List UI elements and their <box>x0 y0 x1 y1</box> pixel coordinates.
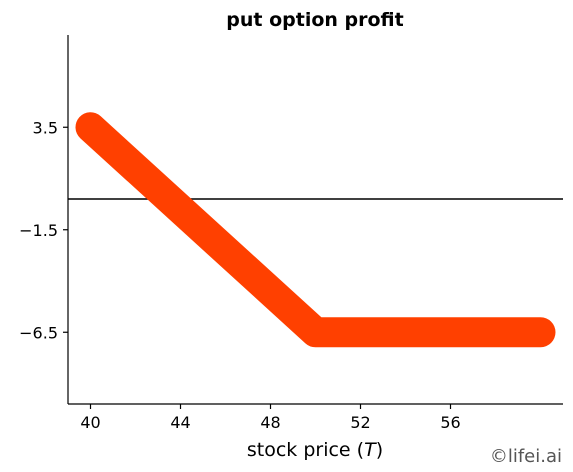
y-tick-label: −1.5 <box>19 221 58 240</box>
x-ticks: 40 44 48 52 56 <box>80 404 461 432</box>
x-tick-label: 40 <box>80 413 100 432</box>
plot-area <box>68 112 563 348</box>
x-axis-label-text: stock price ( <box>247 439 364 461</box>
x-axis-label-var: T <box>364 439 377 461</box>
x-axis-label-close: ) <box>376 439 383 461</box>
y-ticks: 3.5 −1.5 −6.5 <box>19 118 68 342</box>
x-axis-label: stock price (T) <box>247 439 383 461</box>
x-tick-label: 52 <box>350 413 370 432</box>
watermark-text: ©lifei.ai <box>490 446 562 467</box>
x-tick-label: 44 <box>170 413 190 432</box>
x-tick-label: 48 <box>260 413 280 432</box>
profit-line <box>75 112 556 348</box>
y-tick-label: 3.5 <box>33 118 58 137</box>
y-tick-label: −6.5 <box>19 323 58 342</box>
chart-title: put option profit <box>226 9 403 31</box>
x-tick-label: 56 <box>440 413 460 432</box>
